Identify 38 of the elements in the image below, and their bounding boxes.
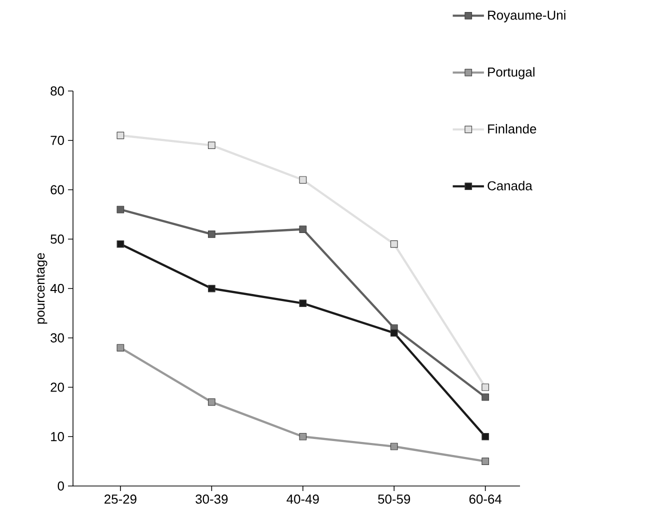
x-tick-label: 40-49 xyxy=(286,494,319,504)
point xyxy=(299,300,307,308)
point xyxy=(208,284,216,292)
x-tick-label: 30-39 xyxy=(196,494,228,504)
y-tick-label: 50 xyxy=(50,234,64,244)
point xyxy=(390,240,398,248)
point xyxy=(390,329,398,337)
y-tick-label: 60 xyxy=(50,185,64,194)
point xyxy=(208,230,216,238)
point xyxy=(482,458,490,465)
legend-label: Finlande xyxy=(488,124,536,134)
point xyxy=(208,398,216,406)
point xyxy=(299,176,307,184)
point xyxy=(208,142,216,150)
y-tick-label: 20 xyxy=(50,382,64,392)
x-tick-label: 60-64 xyxy=(469,494,502,504)
y-tick-label: 0 xyxy=(58,481,64,491)
point xyxy=(116,132,124,140)
point xyxy=(299,226,307,233)
y-tick-label: 30 xyxy=(50,333,64,342)
y-tick-label: 10 xyxy=(51,432,64,442)
y-tick-label: 40 xyxy=(50,284,64,294)
point xyxy=(482,432,490,440)
point xyxy=(482,393,490,401)
y-tick-label: 80 xyxy=(50,86,64,96)
y-axis-title: pourcentage xyxy=(36,253,48,324)
point xyxy=(390,442,398,450)
x-tick-label: 25-29 xyxy=(104,494,136,504)
point xyxy=(482,384,490,391)
point xyxy=(116,344,124,352)
point xyxy=(116,206,124,214)
point xyxy=(299,432,307,440)
legend-label: Royaume-Uni xyxy=(488,10,566,22)
legend-label: Canada xyxy=(488,180,532,190)
x-tick-label: 50-59 xyxy=(378,494,410,504)
legend-label: Portugal xyxy=(488,67,534,80)
point xyxy=(116,240,124,248)
y-tick-label: 70 xyxy=(50,136,64,145)
